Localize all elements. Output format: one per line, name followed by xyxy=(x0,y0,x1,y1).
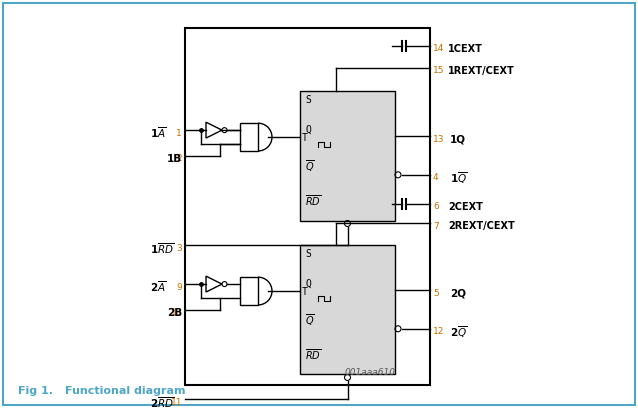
Text: $\overline{RD}$: $\overline{RD}$ xyxy=(305,347,322,362)
Text: T: T xyxy=(302,287,308,297)
Text: 2$\overline{Q}$: 2$\overline{Q}$ xyxy=(450,324,468,339)
Text: 2B: 2B xyxy=(167,308,182,318)
FancyBboxPatch shape xyxy=(240,123,258,151)
Text: 2Q: 2Q xyxy=(450,288,466,298)
Text: 1Q: 1Q xyxy=(450,134,466,144)
Text: 6: 6 xyxy=(433,202,439,211)
Text: 5: 5 xyxy=(433,289,439,298)
Bar xyxy=(185,28,430,386)
Text: $\overline{RD}$: $\overline{RD}$ xyxy=(305,193,322,208)
Bar xyxy=(300,91,395,221)
Text: 3: 3 xyxy=(176,244,182,253)
Text: $\overline{Q}$: $\overline{Q}$ xyxy=(305,312,315,328)
Text: 2REXT/CEXT: 2REXT/CEXT xyxy=(448,222,515,231)
Text: 001aaa610: 001aaa610 xyxy=(345,369,396,377)
Text: 2$\overline{A}$: 2$\overline{A}$ xyxy=(150,280,167,294)
Text: 1$\overline{RD}$: 1$\overline{RD}$ xyxy=(150,241,174,256)
FancyBboxPatch shape xyxy=(3,3,635,405)
Text: 9: 9 xyxy=(176,283,182,291)
Text: 7: 7 xyxy=(433,222,439,231)
Text: T: T xyxy=(302,133,308,143)
Text: 1REXT/CEXT: 1REXT/CEXT xyxy=(448,65,515,76)
Text: 2: 2 xyxy=(176,155,182,164)
Text: Functional diagram: Functional diagram xyxy=(65,386,186,396)
Text: 2$\overline{RD}$: 2$\overline{RD}$ xyxy=(150,395,174,410)
Text: 1: 1 xyxy=(176,129,182,138)
FancyBboxPatch shape xyxy=(240,277,258,305)
Text: 1$\overline{Q}$: 1$\overline{Q}$ xyxy=(450,170,468,186)
Text: 4: 4 xyxy=(433,173,439,182)
Bar xyxy=(300,245,395,374)
Text: 15: 15 xyxy=(433,66,445,75)
Text: 12: 12 xyxy=(433,327,445,336)
Text: Q: Q xyxy=(305,279,311,289)
Text: 14: 14 xyxy=(433,44,445,53)
Text: S: S xyxy=(305,95,311,105)
Text: 13: 13 xyxy=(433,134,445,143)
Text: 1$\overline{A}$: 1$\overline{A}$ xyxy=(150,126,167,141)
Text: S: S xyxy=(305,249,311,259)
Text: $\overline{Q}$: $\overline{Q}$ xyxy=(305,158,315,174)
Text: 11: 11 xyxy=(170,398,182,407)
Text: 1CEXT: 1CEXT xyxy=(448,44,483,54)
Text: Q: Q xyxy=(305,125,311,135)
Text: Fig 1.: Fig 1. xyxy=(18,386,53,396)
Text: 1B: 1B xyxy=(167,154,182,164)
Text: 10: 10 xyxy=(170,308,182,317)
Text: 2CEXT: 2CEXT xyxy=(448,202,483,212)
